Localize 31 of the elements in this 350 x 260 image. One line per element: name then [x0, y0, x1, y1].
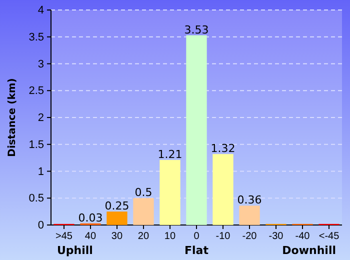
x-tick-label: 20	[138, 231, 150, 242]
x-tick-label: -10	[216, 231, 231, 242]
data-label: 0.03	[78, 211, 103, 224]
y-tick-label: 0	[38, 220, 44, 232]
x-tick-label: 0	[194, 231, 200, 242]
x-tick-label: 10	[164, 231, 176, 242]
x-tick-label: 30	[111, 231, 123, 242]
data-label: 1.32	[210, 142, 236, 156]
y-tick-label: 1	[38, 166, 44, 178]
data-label: 0.25	[104, 200, 130, 213]
y-tick-label: 3.5	[28, 31, 44, 44]
text: Downhill	[282, 244, 336, 257]
y-tick-label: 2.5	[28, 85, 44, 98]
data-label: 0.36	[237, 194, 262, 207]
x-tick-label: -40	[295, 231, 310, 242]
y-tick-label: 0.5	[28, 192, 44, 205]
x-tick-label: -30	[268, 231, 284, 242]
data-label: 3.53	[184, 23, 209, 36]
y-tick-label: 2	[38, 112, 44, 124]
text: Flat	[184, 244, 208, 257]
text: Uphill	[57, 244, 93, 257]
data-label: 1.21	[158, 148, 182, 161]
y-tick-label: 4	[38, 4, 44, 17]
x-tick-label: -20	[242, 231, 258, 242]
y-tick-label: 1.5	[28, 138, 44, 151]
x-tick-label: >45	[56, 231, 73, 242]
x-tick-label: <-45	[318, 231, 340, 242]
y-axis-title: Distance (km)	[7, 78, 18, 157]
x-tick-label: 40	[84, 231, 96, 242]
data-label: 0.5	[134, 186, 152, 200]
y-tick-label: 3	[38, 58, 44, 70]
